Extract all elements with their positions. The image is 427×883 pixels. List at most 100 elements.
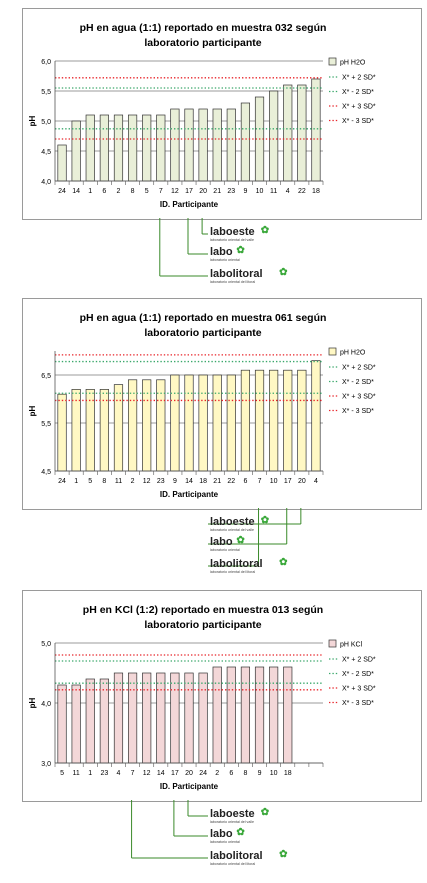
x-tick-label: 12 xyxy=(171,188,179,195)
bar xyxy=(127,672,138,764)
bar xyxy=(142,114,152,182)
y-tick-label: 4,5 xyxy=(41,469,51,476)
logo-leaf-icon: ✿ xyxy=(261,515,270,526)
legend-label: X* + 2 SD* xyxy=(342,657,376,664)
y-tick-label: 5,0 xyxy=(41,119,51,126)
logo-annotations-1: laboeste ✿laboratorio oriental del vallel… xyxy=(159,218,288,284)
x-tick-label: 6 xyxy=(243,478,247,485)
x-tick-label: 18 xyxy=(312,188,320,195)
x-tick-label: 7 xyxy=(131,770,135,777)
x-tick-label: 17 xyxy=(171,770,179,777)
x-tick-label: 5 xyxy=(60,770,64,777)
x-tick-label: 2 xyxy=(131,478,135,485)
logo-labolitoral: labolitoral ✿ laboratorio oriental del lit… xyxy=(210,849,288,866)
logo-leaf-icon: ✿ xyxy=(236,535,245,546)
logo-leaf-icon: ✿ xyxy=(279,557,288,568)
y-tick-label: 5,0 xyxy=(41,641,51,648)
logo-leaf-icon: ✿ xyxy=(236,827,245,838)
bar xyxy=(71,684,81,764)
x-tick-label: 22 xyxy=(298,188,306,195)
x-tick-label: 24 xyxy=(199,770,207,777)
logo-subtitle: laboratorio oriental xyxy=(210,258,240,262)
x-tick-label: 10 xyxy=(256,188,264,195)
legend-series-label: pH H2O xyxy=(340,350,366,357)
bar xyxy=(254,666,265,764)
bar xyxy=(127,114,138,182)
x-tick-label: 8 xyxy=(131,188,135,195)
logo-text: labo xyxy=(210,828,233,840)
logo-laboeste: laboeste ✿ laboratorio oriental del valle xyxy=(210,807,270,824)
x-tick-label: 23 xyxy=(157,478,165,485)
logo-labo: labo ✿ laboratorio oriental xyxy=(210,535,245,552)
y-tick-label: 4,5 xyxy=(41,149,51,156)
x-tick-label: 9 xyxy=(258,770,262,777)
bar xyxy=(283,666,293,764)
bar xyxy=(226,108,236,182)
x-tick-label: 4 xyxy=(117,770,121,777)
legend-series-label: pH H2O xyxy=(340,60,366,67)
x-tick-label: 24 xyxy=(58,478,66,485)
chart-title-line: laboratorio participante xyxy=(144,619,261,631)
logo-subtitle: laboratorio oriental del litoral xyxy=(210,280,255,284)
logo-subtitle: laboratorio oriental xyxy=(210,548,240,552)
chart-1: pH en agua (1:1) reportado en muestra 03… xyxy=(28,22,376,209)
y-tick-label: 3,0 xyxy=(41,761,51,768)
legend-label: X* - 3 SD* xyxy=(342,118,374,125)
bar xyxy=(311,360,321,472)
x-tick-label: 24 xyxy=(58,188,66,195)
y-tick-label: 4,0 xyxy=(41,701,51,708)
legend-swatch xyxy=(328,57,337,66)
bar xyxy=(170,672,180,764)
logo-laboeste: laboeste ✿ laboratorio oriental del valle xyxy=(210,225,270,242)
x-tick-label: 9 xyxy=(243,188,247,195)
chart-title-line: pH en KCl (1:2) reportado en muestra 013… xyxy=(83,604,323,616)
x-axis-label: ID. Participante xyxy=(160,782,219,791)
bar xyxy=(269,90,279,182)
x-tick-label: 20 xyxy=(199,188,207,195)
x-tick-label: 14 xyxy=(157,770,165,777)
x-tick-label: 5 xyxy=(145,188,149,195)
bar xyxy=(212,666,222,764)
x-tick-label: 7 xyxy=(258,478,262,485)
bar xyxy=(240,102,251,182)
y-axis-label: pH xyxy=(28,115,37,126)
x-tick-label: 17 xyxy=(185,188,193,195)
chart-title-line: pH en agua (1:1) reportado en muestra 06… xyxy=(80,312,327,324)
x-tick-label: 17 xyxy=(284,478,292,485)
x-tick-label: 18 xyxy=(199,478,207,485)
x-tick-label: 2 xyxy=(117,188,121,195)
x-tick-label: 1 xyxy=(88,770,92,777)
bar xyxy=(198,108,208,182)
x-tick-label: 1 xyxy=(88,188,92,195)
bar xyxy=(71,120,81,182)
bar xyxy=(142,672,152,764)
logo-annotations-2: laboeste ✿ laboratorio oriental del valle l… xyxy=(208,508,302,574)
chart-panel-1: pH en agua (1:1) reportado en muestra 03… xyxy=(22,8,422,220)
logo-labo: labo ✿ laboratorio oriental xyxy=(210,827,245,844)
bar xyxy=(212,108,222,182)
legend-label: X* + 2 SD* xyxy=(342,75,376,82)
bar xyxy=(85,114,95,182)
chart-3: pH en KCl (1:2) reportado en muestra 013… xyxy=(28,604,376,791)
x-tick-label: 9 xyxy=(173,478,177,485)
x-tick-label: 21 xyxy=(213,478,221,485)
legend-label: X* - 2 SD* xyxy=(342,671,374,678)
logo-subtitle: laboratorio oriental del valle xyxy=(210,238,254,242)
chart-title-line: laboratorio participante xyxy=(144,37,261,49)
bar xyxy=(57,144,67,182)
bar xyxy=(170,374,180,472)
logo-labolitoral: labolitoral ✿ laboratorio oriental del lit… xyxy=(210,267,288,284)
x-tick-label: 6 xyxy=(102,188,106,195)
logo-text: laboeste xyxy=(210,226,255,238)
logo-subtitle: laboratorio oriental del valle xyxy=(210,528,254,532)
x-tick-label: 7 xyxy=(159,188,163,195)
x-tick-label: 4 xyxy=(314,478,318,485)
y-tick-label: 6,0 xyxy=(41,59,51,66)
legend-label: X* - 2 SD* xyxy=(342,379,374,386)
x-axis-label: ID. Participante xyxy=(160,490,219,499)
logo-labo: labo ✿ laboratorio oriental xyxy=(210,245,245,262)
logo-annotations-3: laboeste ✿laboratorio oriental del valle l… xyxy=(131,800,288,866)
logo-text: labolitoral xyxy=(210,558,263,570)
bar xyxy=(240,666,251,764)
logo-text: laboeste xyxy=(210,516,255,528)
